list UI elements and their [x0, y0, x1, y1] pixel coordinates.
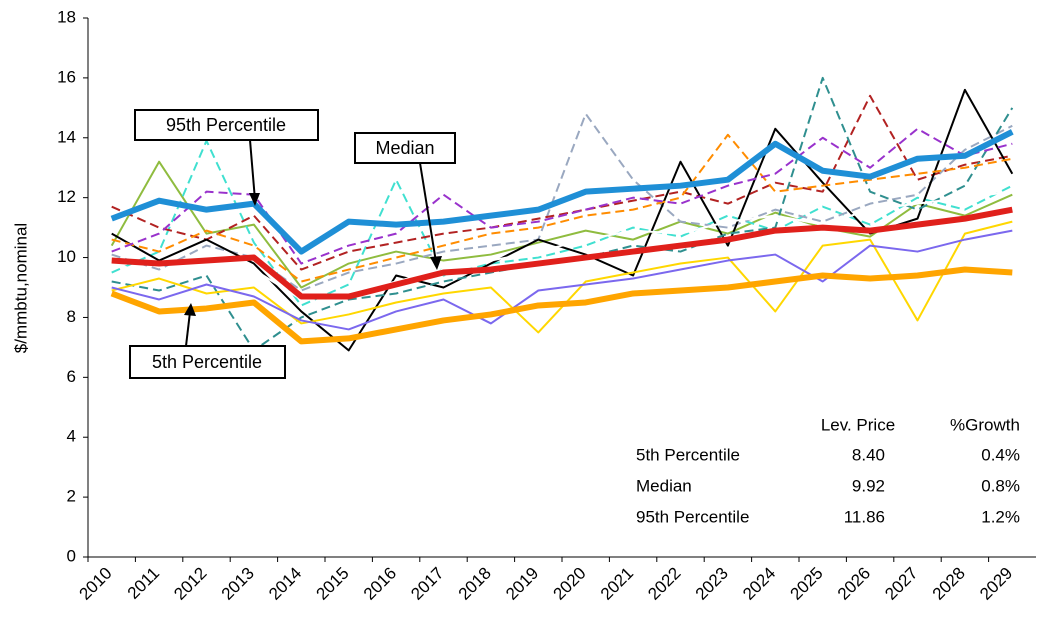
x-tick-label: 2022 — [644, 564, 684, 604]
x-tick-label: 2026 — [834, 564, 874, 604]
y-tick-label: 10 — [57, 247, 76, 266]
y-tick-label: 18 — [57, 7, 76, 26]
x-tick-label: 2012 — [170, 564, 210, 604]
simulation-line — [111, 88, 1014, 352]
table-cell: 8.40 — [852, 445, 885, 464]
table-cell: 0.8% — [981, 476, 1020, 495]
annotation: 95th Percentile — [166, 115, 286, 135]
x-tick-label: 2024 — [739, 564, 779, 604]
x-tick-label: 2021 — [597, 564, 637, 604]
simulation-line — [111, 133, 1013, 283]
arrowhead — [249, 193, 260, 206]
x-tick-label: 2027 — [881, 564, 921, 604]
x-tick-label: 2015 — [313, 564, 353, 604]
x-tick-label: 2014 — [265, 564, 305, 604]
x-tick-label: 2025 — [787, 564, 827, 604]
simulation-line — [111, 190, 1013, 301]
y-tick-label: 2 — [67, 487, 76, 506]
table-cell: 11.86 — [844, 507, 885, 526]
arrow — [249, 139, 256, 201]
table-bg — [630, 410, 1036, 542]
x-tick-label: 2013 — [218, 564, 258, 604]
plot-lines — [110, 76, 1014, 352]
table-row-label: 95th Percentile — [636, 507, 749, 526]
y-tick-label: 16 — [57, 67, 76, 86]
simulation-line — [111, 94, 1013, 271]
annotation-box — [134, 109, 319, 141]
annotation-box — [129, 345, 286, 379]
table-row-label: Median — [636, 476, 692, 495]
y-tick-label: 4 — [67, 427, 76, 446]
y-tick-label: 0 — [67, 546, 76, 565]
x-tick-label: 2016 — [360, 564, 400, 604]
stats-table: Lev. Price %Growth 5th Percentile 8.40 0.4% M… — [636, 415, 1020, 526]
x-tick-label: 2017 — [407, 564, 447, 604]
simulation-line — [111, 139, 1013, 307]
percentile-line — [110, 129, 1014, 255]
percentile-line — [110, 266, 1013, 345]
arrow — [419, 162, 437, 263]
x-tick-label: 2020 — [550, 564, 590, 604]
x-tick-label: 2023 — [692, 564, 732, 604]
arrowhead — [430, 256, 442, 270]
table-header: %Growth — [950, 415, 1020, 434]
arrowhead — [184, 303, 196, 316]
y-tick-label: 8 — [67, 307, 76, 326]
simulation-line — [110, 160, 1013, 289]
table-row-label: 5th Percentile — [636, 445, 740, 464]
percentile-line — [111, 206, 1013, 300]
y-axis-title: $/mmbtu,nominal — [11, 223, 30, 353]
y-tick-label: 6 — [67, 367, 76, 386]
x-tick-label: 2028 — [929, 564, 969, 604]
annotation: Median — [375, 138, 434, 158]
simulation-line — [111, 229, 1013, 331]
table-cell: 0.4% — [981, 445, 1020, 464]
simulation-line — [111, 127, 1013, 265]
x-tick-label: 2018 — [455, 564, 495, 604]
annotation-box — [354, 132, 456, 164]
table-cell: 9.92 — [852, 476, 885, 495]
y-tick-label: 14 — [57, 127, 76, 146]
x-tick-label: 2019 — [502, 564, 542, 604]
x-tick-label: 2010 — [76, 564, 116, 604]
table-header: Lev. Price — [821, 415, 895, 434]
table-cell: 1.2% — [981, 507, 1020, 526]
x-tick-label: 2011 — [124, 564, 163, 603]
y-tick-label: 12 — [57, 187, 76, 206]
arrow — [185, 311, 191, 347]
x-tick-label: 2029 — [976, 564, 1016, 604]
annotation: 5th Percentile — [152, 352, 262, 372]
